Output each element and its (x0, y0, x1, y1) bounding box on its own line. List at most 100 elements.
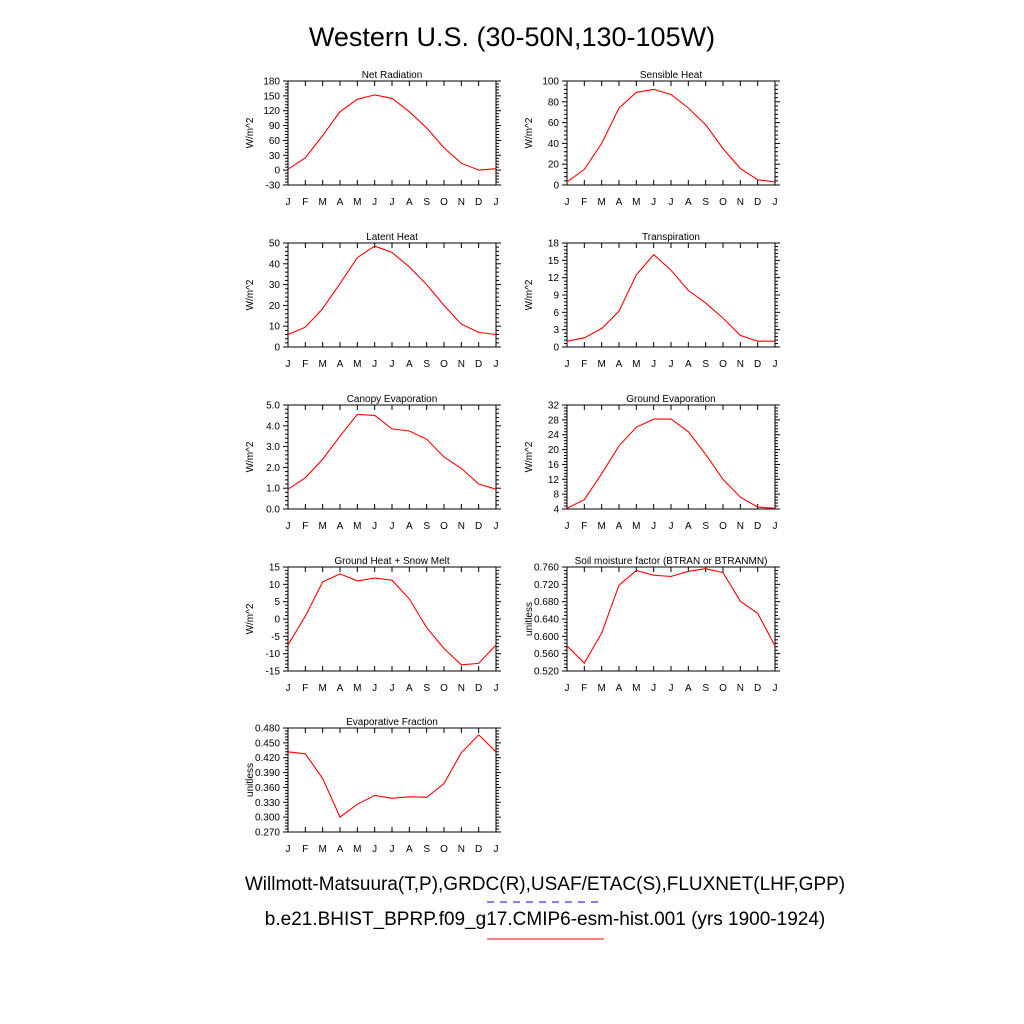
x-tick-label: J (372, 521, 377, 532)
series-line-evaporative-fraction (287, 734, 497, 818)
x-tick-label: J (565, 197, 570, 208)
x-tick-label: A (337, 359, 344, 370)
x-tick-label: J (390, 683, 395, 694)
panel-title: Transpiration (642, 232, 700, 243)
x-tick-label: A (406, 683, 413, 694)
x-tick-label: J (494, 197, 499, 208)
series-line-soil-moisture-factor-btran-or-btranmn (566, 568, 776, 665)
x-tick-label: N (458, 197, 465, 208)
plot-frame (287, 566, 497, 672)
y-tick-label: 2.0 (266, 463, 280, 474)
x-tick-label: J (494, 683, 499, 694)
x-tick-label: A (616, 197, 623, 208)
series-line-latent-heat (287, 245, 497, 336)
x-tick-label: J (372, 683, 377, 694)
y-tick-label: 0.520 (534, 667, 559, 678)
x-tick-label: J (286, 359, 291, 370)
x-tick-label: M (318, 844, 326, 855)
x-tick-label: J (565, 359, 570, 370)
y-tick-label: -30 (266, 181, 281, 192)
x-tick-label: J (372, 844, 377, 855)
x-tick-label: D (754, 683, 761, 694)
x-tick-label: A (406, 359, 413, 370)
x-tick-label: F (302, 359, 308, 370)
y-tick-label: 0 (553, 343, 559, 354)
x-tick-label: J (565, 683, 570, 694)
x-tick-label: M (632, 521, 640, 532)
x-tick-label: S (423, 359, 430, 370)
x-tick-label: F (581, 197, 587, 208)
legend-model-text: b.e21.BHIST_BPRP.f09_g17.CMIP6-esm-hist.… (265, 909, 825, 930)
x-tick-label: J (669, 521, 674, 532)
x-tick-label: J (773, 683, 778, 694)
x-tick-label: F (581, 521, 587, 532)
x-tick-label: J (286, 844, 291, 855)
x-tick-label: A (406, 844, 413, 855)
y-tick-label: 50 (269, 239, 281, 250)
x-tick-label: S (702, 683, 709, 694)
x-tick-label: M (597, 521, 605, 532)
x-tick-label: A (337, 197, 344, 208)
panel-title: Evaporative Fraction (346, 717, 438, 728)
y-tick-label: 28 (548, 415, 560, 426)
x-tick-label: A (616, 683, 623, 694)
x-tick-label: J (773, 521, 778, 532)
x-tick-label: M (353, 844, 361, 855)
x-tick-label: O (440, 521, 448, 532)
x-tick-label: D (754, 521, 761, 532)
y-axis-label: unitless (524, 602, 535, 636)
y-tick-label: 18 (548, 239, 560, 250)
x-tick-label: J (651, 683, 656, 694)
x-tick-label: A (337, 683, 344, 694)
y-tick-label: 90 (269, 121, 281, 132)
y-tick-label: 12 (548, 475, 560, 486)
y-tick-label: 120 (263, 106, 280, 117)
y-axis-label: W/m^2 (245, 603, 256, 634)
figure-title: Western U.S. (30-50N,130-105W) (309, 22, 715, 52)
x-tick-label: M (597, 197, 605, 208)
panel-title: Ground Evaporation (626, 394, 716, 405)
plot-frame (287, 242, 497, 348)
y-tick-label: 9 (553, 291, 559, 302)
y-tick-label: 0.360 (255, 783, 280, 794)
x-tick-label: D (475, 359, 482, 370)
x-tick-label: J (773, 359, 778, 370)
x-tick-label: J (651, 359, 656, 370)
x-tick-label: F (302, 683, 308, 694)
y-tick-label: 3 (553, 325, 559, 336)
y-tick-label: 0 (553, 181, 559, 192)
x-tick-label: A (685, 521, 692, 532)
x-tick-label: J (390, 197, 395, 208)
x-tick-label: F (581, 683, 587, 694)
x-tick-label: J (494, 844, 499, 855)
x-tick-label: N (458, 844, 465, 855)
x-tick-label: F (302, 197, 308, 208)
x-tick-label: N (737, 683, 744, 694)
y-tick-label: 0.680 (534, 597, 559, 608)
y-tick-label: 10 (269, 322, 281, 333)
y-tick-label: 4 (553, 505, 559, 516)
panel-title: Canopy Evaporation (347, 394, 438, 405)
x-tick-label: O (719, 359, 727, 370)
x-tick-label: N (737, 359, 744, 370)
plot-frame (566, 80, 776, 186)
x-tick-label: S (423, 197, 430, 208)
x-tick-label: M (632, 683, 640, 694)
y-tick-label: 20 (548, 160, 560, 171)
y-tick-label: 15 (548, 256, 560, 267)
series-line-canopy-evaporation (287, 413, 497, 490)
legend-obs-text: Willmott-Matsuura(T,P),GRDC(R),USAF/ETAC… (245, 874, 845, 895)
x-tick-label: M (632, 359, 640, 370)
x-tick-label: F (581, 359, 587, 370)
x-tick-label: A (616, 521, 623, 532)
x-tick-label: J (669, 197, 674, 208)
y-axis-label: W/m^2 (524, 441, 535, 472)
panel-title: Latent Heat (366, 232, 418, 243)
x-tick-label: M (597, 683, 605, 694)
x-tick-label: O (440, 683, 448, 694)
plot-frame (566, 566, 776, 672)
x-tick-label: M (632, 197, 640, 208)
x-tick-label: M (318, 521, 326, 532)
